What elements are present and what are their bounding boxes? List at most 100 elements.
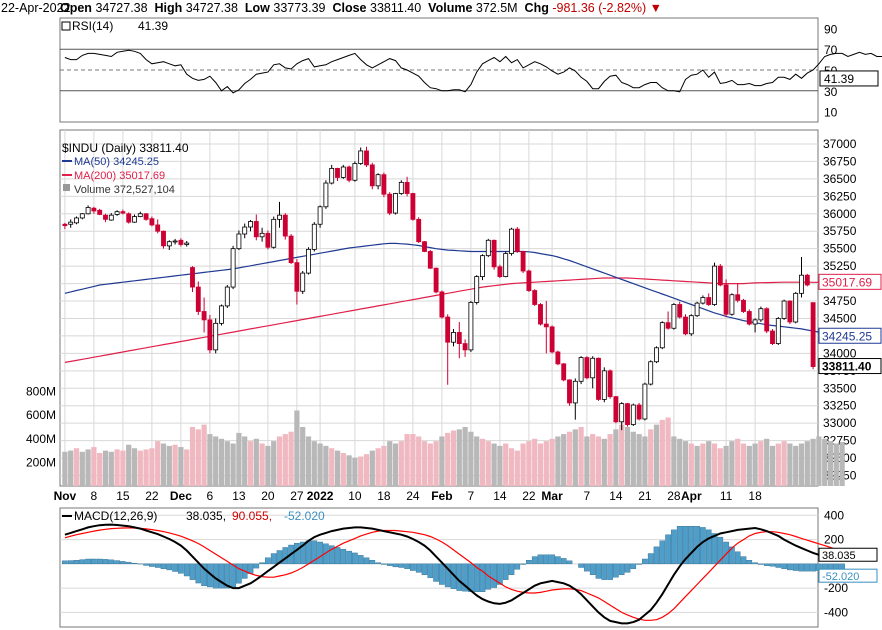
candle-body (85, 207, 91, 215)
macd-histogram-bar (479, 563, 486, 592)
macd-histogram-bar (375, 562, 381, 565)
volume-bar (282, 434, 288, 486)
candle (404, 176, 410, 197)
macd-histogram-bar (143, 563, 149, 566)
volume-bar (114, 449, 120, 486)
ma200-legend-label: MA(200) 35017.69 (74, 170, 165, 182)
candle-body (729, 294, 735, 315)
candle (561, 363, 567, 382)
candle (85, 205, 91, 215)
candle (91, 206, 97, 214)
volume-bar (833, 443, 839, 486)
candle (671, 303, 677, 330)
volume-bar (305, 436, 312, 486)
macd-tick-label: 200 (824, 533, 844, 547)
volume-bar (126, 444, 132, 486)
x-axis-label: 2022 (307, 489, 334, 503)
volume-bar (340, 452, 346, 486)
candle (659, 321, 665, 350)
candle-body (642, 383, 648, 420)
macd-histogram-bar (195, 563, 202, 584)
macd-histogram-bar (746, 560, 753, 565)
volume-bar (665, 417, 671, 486)
candle-body (375, 174, 381, 187)
candle (520, 250, 526, 274)
candle-body (636, 404, 642, 420)
macd-tag-text: 38.035 (822, 550, 856, 562)
candle (149, 216, 155, 227)
volume-bar (723, 445, 729, 486)
candle (439, 290, 445, 319)
candle (166, 240, 172, 251)
candle-body (433, 267, 439, 293)
volume-bar (143, 449, 149, 486)
macd-histogram-bar (67, 560, 74, 565)
candle-body (665, 322, 671, 329)
candle-body (195, 286, 201, 312)
volume-bar (700, 443, 706, 486)
price-tag (818, 273, 882, 290)
candle (120, 209, 126, 215)
macd-histogram-bar (317, 541, 323, 565)
volume-bar (421, 441, 428, 486)
macd-histogram-bar (729, 546, 735, 565)
candle (114, 210, 120, 216)
candle-body (166, 241, 172, 247)
macd-tick-label: -200 (824, 581, 848, 595)
macd-histogram-bar (328, 545, 335, 565)
low-label: Low (244, 1, 270, 15)
macd-histogram-bar (560, 558, 567, 565)
macd-legend-hist: -52.020 (284, 509, 325, 523)
candle (735, 283, 741, 303)
candle (787, 300, 793, 325)
price-tick-label: 36250 (823, 189, 857, 203)
volume-bar (195, 429, 201, 486)
candle (706, 293, 712, 306)
macd-histogram-bar (584, 563, 590, 572)
candle (195, 281, 201, 315)
macd-histogram-bar (775, 563, 782, 568)
candle-body (787, 300, 793, 323)
candle (810, 302, 816, 370)
volume-bar (816, 436, 822, 486)
volume-tick-label: 200M (26, 455, 56, 469)
volume-bar (79, 451, 85, 486)
candle-body (213, 322, 219, 351)
volume-bar (184, 449, 190, 486)
macd-histogram-bar (91, 558, 97, 565)
price-tick-label: 35750 (823, 224, 857, 238)
x-axis-label: 13 (232, 489, 246, 503)
candle-body (242, 226, 248, 235)
volume-bar (485, 441, 491, 486)
candle-body (723, 284, 729, 315)
high-value: 34727.38 (185, 1, 238, 15)
candle-body (451, 332, 456, 343)
volume-bar (68, 450, 74, 486)
macd-histogram-bar (311, 540, 318, 565)
volume-bar (120, 450, 126, 486)
volume-bar (787, 443, 793, 486)
candle-body (741, 299, 746, 312)
volume-bar (207, 434, 213, 486)
close-label: Close (332, 1, 367, 15)
volume-bar (259, 443, 265, 486)
x-axis-label: 10 (348, 489, 362, 503)
candle-body (706, 297, 712, 305)
volume-bar (404, 434, 410, 486)
candle-body (340, 166, 346, 178)
macd-histogram-bar (758, 563, 764, 565)
x-axis-label: 22 (145, 489, 159, 503)
macd-histogram-bar (705, 529, 712, 565)
volume-bar (804, 441, 810, 486)
candle (596, 357, 601, 401)
macd-histogram-bar (189, 563, 196, 580)
volume-bar (648, 429, 654, 486)
candle (503, 251, 509, 278)
volume-bar (398, 441, 404, 486)
candle-body (137, 213, 143, 217)
candle (532, 289, 538, 306)
rsi-tick-label: 30 (824, 85, 838, 99)
candle-body (398, 181, 404, 194)
macd-histogram-bar (659, 540, 666, 565)
volume-bar (450, 430, 457, 486)
